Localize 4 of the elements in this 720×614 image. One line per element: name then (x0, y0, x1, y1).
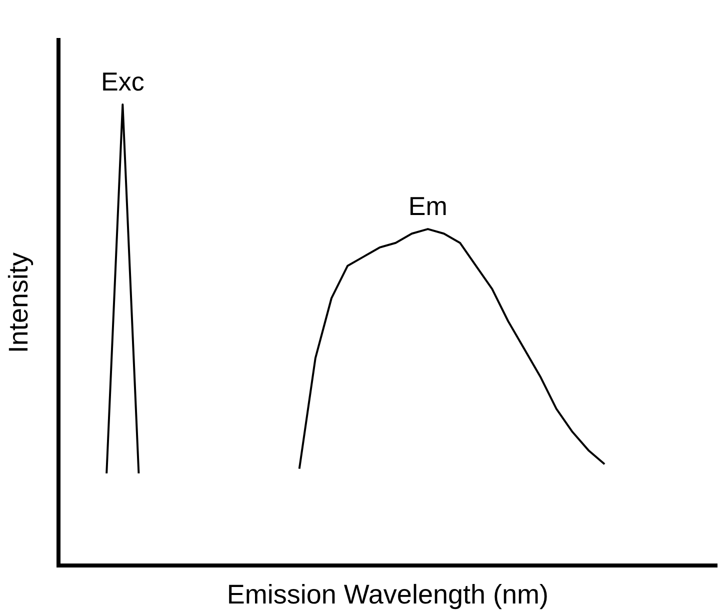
y-axis-title: Intensity (4, 252, 34, 354)
x-axis-title: Emission Wavelength (nm) (226, 579, 549, 610)
series-label: Exc (100, 66, 144, 97)
series-label: Em (408, 191, 448, 222)
